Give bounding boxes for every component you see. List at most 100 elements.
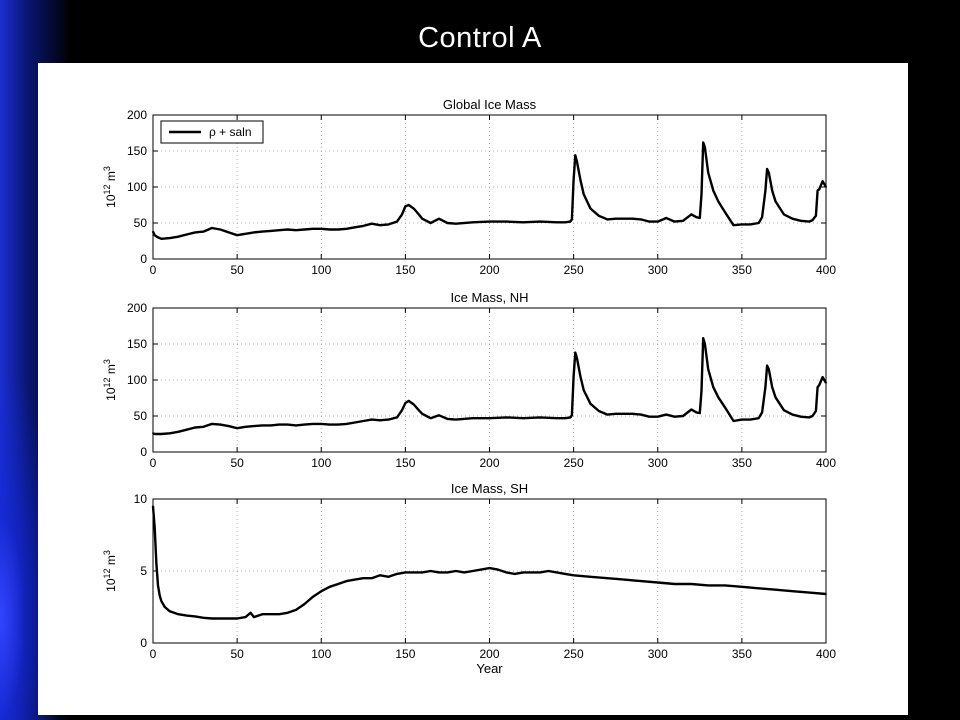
data-point <box>579 178 582 181</box>
data-point <box>320 590 323 593</box>
data-point <box>160 600 163 603</box>
data-point <box>749 418 752 421</box>
data-point <box>412 403 415 406</box>
data-point <box>704 146 706 149</box>
data-point <box>421 571 424 574</box>
data-point <box>766 168 768 170</box>
legend-entry: ρ + saln <box>209 125 252 139</box>
y-tick-label: 5 <box>140 564 147 578</box>
data-point <box>407 400 410 402</box>
x-tick-label: 150 <box>395 647 415 661</box>
data-point <box>564 573 567 575</box>
data-point <box>354 226 356 229</box>
data-point <box>700 193 703 196</box>
data-point <box>157 433 159 435</box>
data-point <box>153 526 156 529</box>
data-point <box>202 425 205 428</box>
data-point <box>598 410 600 412</box>
x-tick-label: 300 <box>648 456 668 470</box>
y-tick-label: 100 <box>127 180 147 194</box>
data-point <box>579 375 582 378</box>
data-point <box>818 384 821 386</box>
x-tick-label: 350 <box>732 647 752 661</box>
data-point <box>429 222 432 224</box>
data-point <box>771 189 774 192</box>
data-point <box>513 573 516 575</box>
data-point <box>311 423 314 425</box>
x-tick-label: 250 <box>564 263 584 277</box>
data-point <box>362 577 365 580</box>
data-point <box>724 211 726 214</box>
data-point <box>488 567 491 569</box>
data-point <box>421 217 424 220</box>
data-point <box>168 432 171 435</box>
data-point <box>253 616 255 618</box>
data-point <box>311 596 314 598</box>
data-point <box>328 423 331 426</box>
data-point <box>286 423 289 426</box>
data-point <box>295 609 297 611</box>
data-point <box>818 188 821 191</box>
data-point <box>320 423 323 425</box>
data-point <box>555 417 558 420</box>
y-tick-label: 200 <box>127 301 147 315</box>
chart-panel-2: Ice Mass, NH 0 50 100 150 200 250 300 350 400 0 50 1… <box>102 290 836 470</box>
data-point <box>811 415 814 417</box>
data-point <box>244 232 247 235</box>
data-point <box>555 571 558 574</box>
data-point <box>236 617 239 620</box>
data-point <box>761 216 763 219</box>
data-point <box>152 230 154 233</box>
data-point <box>185 614 188 617</box>
data-point <box>766 364 768 367</box>
data-point <box>673 583 676 585</box>
data-point <box>412 571 415 574</box>
data-point <box>244 616 247 618</box>
chart-panel-3: Ice Mass, SH 0 50 100 150 200 250 300 350 400 0 5 10… <box>102 481 836 676</box>
x-tick-label: 400 <box>816 456 836 470</box>
x-tick-label: 100 <box>311 456 331 470</box>
data-point <box>582 389 585 391</box>
y-tick-label: 0 <box>140 636 147 650</box>
chart-title: Ice Mass, NH <box>450 290 528 305</box>
x-tick-label: 350 <box>732 456 752 470</box>
data-point <box>417 409 420 412</box>
data-point <box>648 220 651 223</box>
y-tick-label: 50 <box>134 409 148 423</box>
data-point <box>278 229 281 232</box>
data-point <box>690 213 693 216</box>
data-point <box>211 227 213 229</box>
data-point <box>202 616 205 619</box>
data-point <box>412 207 415 210</box>
data-point <box>227 231 230 234</box>
data-point <box>202 230 205 233</box>
data-point <box>821 180 824 183</box>
data-point <box>177 430 180 433</box>
data-point <box>155 562 158 565</box>
data-point <box>194 426 197 429</box>
data-point <box>572 178 575 181</box>
data-point <box>438 571 440 574</box>
data-point <box>269 613 272 616</box>
data-point <box>717 200 720 203</box>
data-point <box>665 413 668 416</box>
data-point <box>774 588 777 591</box>
data-point <box>278 613 281 616</box>
data-point <box>767 368 770 371</box>
data-point <box>153 234 156 237</box>
data-point <box>574 154 577 157</box>
data-point <box>185 233 188 236</box>
x-tick-label: 200 <box>479 647 499 661</box>
data-point <box>157 584 159 587</box>
data-point <box>539 416 541 419</box>
data-point <box>606 413 609 416</box>
y-axis-label: 1012 m3 <box>102 550 118 592</box>
data-point <box>505 571 508 574</box>
data-point <box>438 217 440 220</box>
data-point <box>522 221 525 224</box>
data-point <box>311 227 314 230</box>
data-point <box>345 580 348 582</box>
data-point <box>160 237 163 240</box>
data-point <box>387 223 390 226</box>
data-point <box>269 230 272 232</box>
